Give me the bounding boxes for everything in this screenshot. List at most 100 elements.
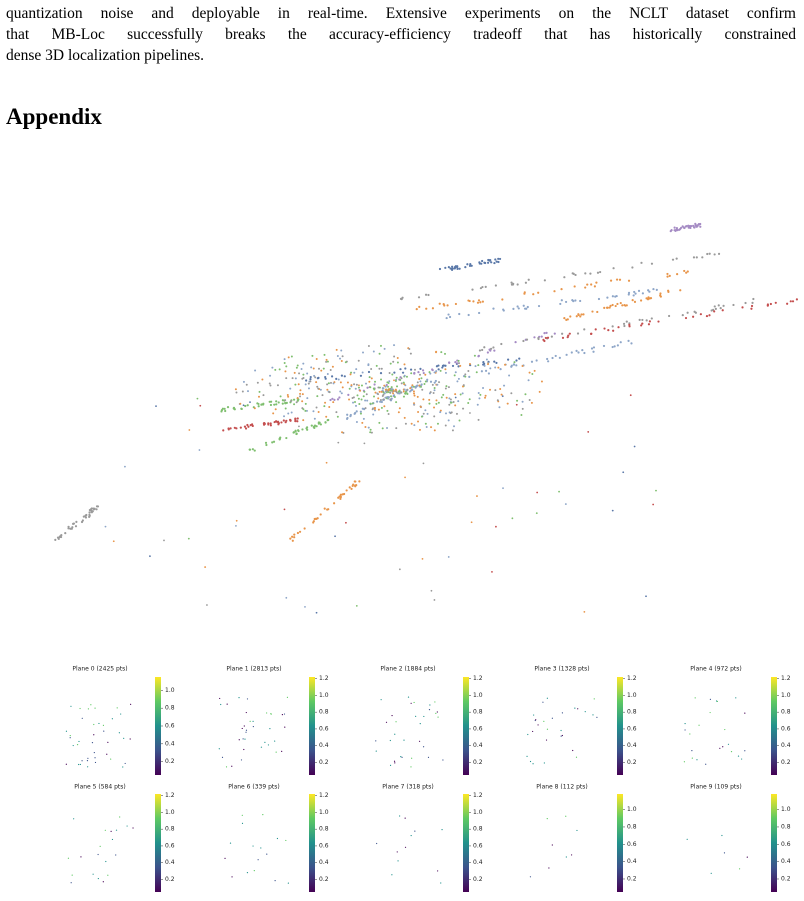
cloud-point <box>361 421 364 424</box>
cloud-point <box>537 336 540 340</box>
cloud-point <box>347 393 350 396</box>
cloud-point <box>612 329 615 332</box>
cloud-point <box>358 402 361 405</box>
cloud-point <box>699 225 702 228</box>
cloud-point <box>366 386 369 389</box>
cloud-point <box>493 261 496 265</box>
plane-point <box>90 704 92 706</box>
plane-point <box>551 717 553 719</box>
cloud-point <box>387 396 390 399</box>
cloud-point <box>634 292 637 295</box>
plane-point <box>730 751 733 753</box>
colorbar <box>309 677 315 775</box>
plane-point <box>65 763 67 765</box>
cloud-point <box>187 537 190 540</box>
plane-point <box>286 696 289 698</box>
cloud-point <box>435 399 438 402</box>
cloud-point <box>72 522 76 525</box>
cloud-point <box>324 377 327 380</box>
cloud-point <box>188 429 191 431</box>
cloud-point <box>284 370 287 373</box>
plane-point <box>375 740 377 742</box>
plane-point <box>399 815 401 817</box>
plane-point <box>537 724 539 726</box>
cloud-point <box>425 425 428 428</box>
cloud-point <box>377 397 380 400</box>
cloud-point <box>269 422 272 425</box>
cloud-point <box>445 396 448 399</box>
cloud-point <box>705 314 709 318</box>
cloud-point <box>721 309 724 312</box>
plane-point <box>724 728 726 731</box>
plane-point <box>81 717 83 719</box>
plane-point <box>285 839 287 842</box>
plane-point <box>401 756 403 758</box>
cloud-point <box>436 383 439 386</box>
cloud-point <box>437 368 440 371</box>
cloud-point <box>510 392 513 395</box>
plane-point <box>735 697 737 699</box>
cloud-point <box>149 555 151 558</box>
cloud-point <box>567 334 570 337</box>
cloud-point <box>196 397 199 400</box>
cloud-point <box>572 272 575 275</box>
cloud-point <box>378 352 381 355</box>
cloud-point <box>571 298 574 302</box>
cloud-point <box>417 420 420 423</box>
cloud-point <box>455 412 458 415</box>
cloud-point <box>454 396 457 399</box>
cloud-point <box>402 395 405 398</box>
cloud-point <box>454 360 457 364</box>
cloud-point <box>234 388 237 391</box>
cloud-point <box>392 360 395 363</box>
cloud-point <box>473 354 476 357</box>
cloud-point <box>420 377 423 380</box>
plane-point <box>92 873 94 875</box>
cloud-point <box>204 566 207 568</box>
cloud-point <box>694 311 697 314</box>
colorbar <box>771 794 777 892</box>
cloud-point <box>283 362 286 365</box>
plane-point <box>691 750 693 752</box>
plane-point <box>118 732 120 734</box>
cloud-point <box>362 395 365 398</box>
cloud-point <box>332 382 335 385</box>
cloud-point <box>80 520 84 524</box>
paragraph-line: that MB-Loc successfully breaks the accu… <box>6 26 796 43</box>
cloud-point <box>526 305 529 309</box>
plane-point <box>389 764 392 766</box>
cloud-point <box>525 338 529 341</box>
plane-point <box>527 733 529 736</box>
plane-point <box>542 701 544 703</box>
cloud-point <box>269 384 272 387</box>
cloud-point <box>270 400 273 403</box>
cloud-point <box>268 382 271 385</box>
plane-point <box>241 727 243 730</box>
cloud-point <box>334 535 336 538</box>
cloud-point <box>326 383 329 386</box>
cloud-point <box>256 381 259 384</box>
cloud-point <box>297 429 300 432</box>
cloud-point <box>439 411 442 414</box>
cloud-point <box>372 350 375 353</box>
cloud-point <box>371 402 374 405</box>
cloud-point <box>683 269 686 273</box>
cloud-point <box>668 274 671 277</box>
cloud-point <box>447 313 450 316</box>
cloud-point <box>383 384 386 387</box>
cloud-point <box>284 402 287 405</box>
cloud-point <box>582 313 585 316</box>
section-heading: Appendix <box>6 104 102 129</box>
cloud-point <box>484 285 487 288</box>
cloud-point <box>368 380 371 383</box>
plane-point <box>72 744 74 747</box>
cloud-point <box>377 393 380 396</box>
cloud-point <box>751 301 754 304</box>
cloud-point <box>244 427 248 430</box>
cloud-point <box>404 367 407 370</box>
cloud-point <box>553 332 556 335</box>
cloud-point <box>611 303 614 307</box>
plane-point <box>575 756 578 758</box>
cloud-point <box>594 328 597 331</box>
